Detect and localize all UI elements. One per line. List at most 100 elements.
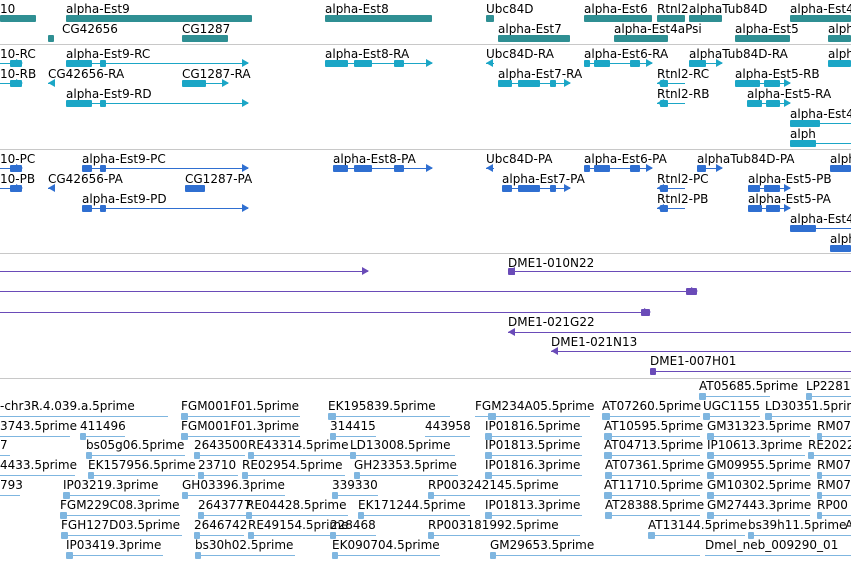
feature-label[interactable]: alph <box>830 152 851 166</box>
feature-label[interactable]: alpha-Est4aPsi <box>614 22 702 36</box>
feature-label[interactable]: bs39h11.5prime <box>748 518 847 532</box>
feature-label[interactable]: alphaTub84D-PA <box>697 152 795 166</box>
feature-label[interactable]: AT07260.5prime <box>602 399 702 413</box>
feature-label[interactable]: alph <box>828 47 851 61</box>
feature-label[interactable]: alpha-Est9-PC <box>82 152 166 166</box>
feature-label[interactable]: 314415 <box>330 419 376 433</box>
feature-label[interactable]: AT28388.5prime <box>605 498 705 512</box>
feature-label[interactable]: 793 <box>0 478 23 492</box>
feature-label[interactable]: GH03396.3prime <box>182 478 285 492</box>
feature-label[interactable]: RM07 <box>817 419 851 433</box>
feature-label[interactable]: alpha-Est5 <box>735 22 799 36</box>
feature-label[interactable]: alpha-Est8-PA <box>333 152 416 166</box>
feature-label[interactable]: FGM234A05.5prime <box>475 399 595 413</box>
feature-label[interactable]: IP03419.3prime <box>66 538 162 552</box>
feature-label[interactable]: bs30h02.5prime <box>195 538 294 552</box>
feature-label[interactable]: alpha-Est7-RA <box>498 67 583 81</box>
feature-label[interactable]: Rtnl2 <box>657 2 689 16</box>
feature-label[interactable]: alphaTub84D-RA <box>689 47 788 61</box>
feature-label[interactable]: bs05g06.5prime <box>86 438 185 452</box>
feature-label[interactable]: 10-RC <box>0 47 36 61</box>
feature-label[interactable]: 339330 <box>332 478 378 492</box>
feature-label[interactable]: alpha-Est6-PA <box>584 152 667 166</box>
feature-label[interactable]: EK090704.5prime <box>332 538 440 552</box>
feature-label[interactable]: CG42656 <box>62 22 118 36</box>
feature-label[interactable]: LD30351.5prime <box>765 399 851 413</box>
feature-label[interactable]: alpha-Est6 <box>584 2 648 16</box>
feature-label[interactable]: AT07361.5prime <box>605 458 705 472</box>
feature-label[interactable]: GM31323.5prime <box>707 419 812 433</box>
feature-label[interactable]: Rtnl2-RC <box>657 67 710 81</box>
feature-label[interactable]: FGM001F01.3prime <box>181 419 300 433</box>
feature-label[interactable]: 3743.5prime <box>0 419 77 433</box>
feature-label[interactable]: alpha-Est5-RB <box>735 67 820 81</box>
feature-label[interactable]: alpha-Est5-PB <box>748 172 832 186</box>
feature-label[interactable]: alpha-Est9 <box>66 2 130 16</box>
feature-label[interactable]: 2643777 <box>198 498 252 512</box>
feature-label[interactable]: 2643500 <box>194 438 248 452</box>
feature-label[interactable]: CG1287 <box>182 22 231 36</box>
feature-label[interactable]: UGC1155 <box>703 399 760 413</box>
feature-label[interactable]: FGM001F01.5prime <box>181 399 300 413</box>
feature-label[interactable]: alph <box>790 127 816 141</box>
feature-label[interactable]: IP10613.3prime <box>707 438 803 452</box>
feature-label[interactable]: IP01813.3prime <box>485 498 581 512</box>
feature-label[interactable]: GH23353.5prime <box>354 458 457 472</box>
feature-label[interactable]: GM10302.5prime <box>707 478 812 492</box>
feature-label[interactable]: alpha-Est9-RD <box>66 87 152 101</box>
feature-label[interactable]: LP2281 <box>806 379 851 393</box>
feature-label[interactable]: AT05685.5prime <box>699 379 799 393</box>
feature-label[interactable]: GM29653.5prime <box>490 538 595 552</box>
feature-label[interactable]: 10 <box>0 2 16 16</box>
feature-label[interactable]: alpha-Est9-RC <box>66 47 151 61</box>
feature-label[interactable]: Rtnl2-PC <box>657 172 709 186</box>
feature-label[interactable]: CG42656-RA <box>48 67 125 81</box>
feature-label[interactable]: alph <box>828 22 851 36</box>
feature-label[interactable]: 10-RB <box>0 67 37 81</box>
feature-label[interactable]: CG42656-PA <box>48 172 123 186</box>
feature-label[interactable]: EK171244.5prime <box>358 498 466 512</box>
feature-label[interactable]: alpha-Est4 <box>790 2 851 16</box>
feature-label[interactable]: DME1-021N13 <box>551 335 638 349</box>
feature-label[interactable]: IP01816.3prime <box>485 458 581 472</box>
feature-label[interactable]: Ubc84D-PA <box>486 152 553 166</box>
feature-label[interactable]: DME1-010N22 <box>508 256 595 270</box>
feature-label[interactable]: AT04713.5prime <box>604 438 704 452</box>
feature-label[interactable]: alpha-Est5-RA <box>747 87 832 101</box>
feature-label[interactable]: alpha-Est7 <box>498 22 562 36</box>
feature-label[interactable]: DME1-007H01 <box>650 354 737 368</box>
feature-label[interactable]: LD13008.5prime <box>350 438 451 452</box>
feature-label[interactable]: FGH127D03.5prime <box>61 518 181 532</box>
feature-label[interactable]: IP01813.5prime <box>485 438 581 452</box>
feature-label[interactable]: alpha-Est8 <box>325 2 389 16</box>
feature-label[interactable]: alpha-Est5-PA <box>748 192 831 206</box>
feature-label[interactable]: 23710 <box>198 458 237 472</box>
feature-label[interactable]: alpha-Est7-PA <box>502 172 585 186</box>
feature-label[interactable]: Rtnl2-RB <box>657 87 710 101</box>
feature-label[interactable]: GM09955.5prime <box>707 458 812 472</box>
feature-label[interactable]: alpha-Est8-RA <box>325 47 410 61</box>
feature-label[interactable]: IP03219.3prime <box>63 478 159 492</box>
feature-label[interactable]: Ubc84D-RA <box>486 47 554 61</box>
feature-label[interactable]: RE2022 <box>808 438 851 452</box>
feature-label[interactable]: alpha-Est9-PD <box>82 192 167 206</box>
feature-label[interactable]: 10-PC <box>0 152 36 166</box>
feature-label[interactable]: Rtnl2-PB <box>657 192 709 206</box>
feature-label[interactable]: alpha-Est4 <box>790 107 851 121</box>
feature-label[interactable]: FGM229C08.3prime <box>60 498 180 512</box>
feature-label[interactable]: A <box>845 518 851 532</box>
feature-label[interactable]: IP01816.5prime <box>485 419 581 433</box>
feature-label[interactable]: -chr3R.4.039.a.5prime <box>0 399 135 413</box>
feature-label[interactable]: alphaTub84D <box>689 2 768 16</box>
feature-label[interactable]: alpha-Est4 <box>790 212 851 226</box>
feature-label[interactable]: DME1-021G22 <box>508 315 595 329</box>
feature-label[interactable]: RM07 <box>817 478 851 492</box>
feature-label[interactable]: 7 <box>0 438 8 452</box>
feature-label[interactable]: Ubc84D <box>486 2 534 16</box>
feature-label[interactable]: Dmel_neb_009290_01 <box>705 538 839 552</box>
feature-label[interactable]: RM07 <box>817 458 851 472</box>
feature-label[interactable]: RE49154.5prime <box>248 518 349 532</box>
feature-label[interactable]: RE43314.5prime <box>248 438 349 452</box>
feature-label[interactable]: RE04428.5prime <box>246 498 347 512</box>
feature-label[interactable]: 411496 <box>80 419 126 433</box>
